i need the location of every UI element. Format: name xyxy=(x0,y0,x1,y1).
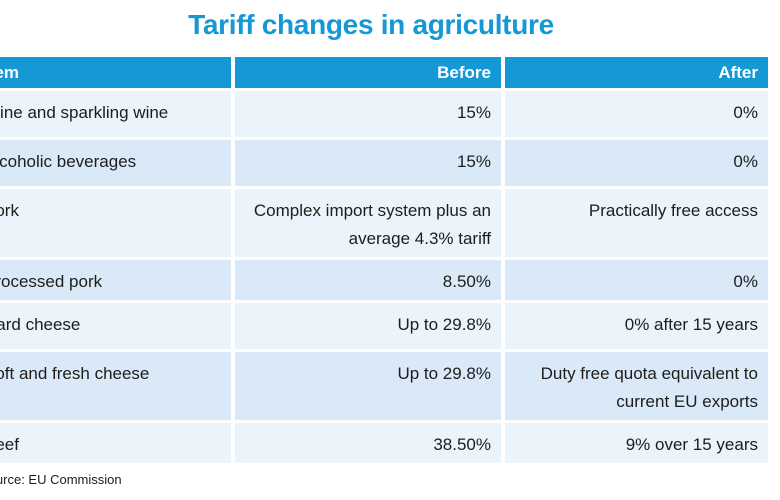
table-row: Soft and fresh cheese Up to 29.8% Duty f… xyxy=(0,352,768,420)
item-cell: Alcoholic beverages xyxy=(0,140,231,186)
item-cell: Soft and fresh cheese xyxy=(0,352,231,420)
column-header-item: Item xyxy=(0,57,231,88)
after-cell: 0% after 15 years xyxy=(505,303,768,349)
table-row: Hard cheese Up to 29.8% 0% after 15 year… xyxy=(0,303,768,349)
before-cell: 8.50% xyxy=(235,260,501,300)
table-sheet: Tariff changes in agriculture Item Befor… xyxy=(0,9,772,487)
before-cell: Up to 29.8% xyxy=(235,352,501,420)
before-cell: 15% xyxy=(235,140,501,186)
table-row: Wine and sparkling wine 15% 0% xyxy=(0,91,768,137)
tariff-table: Item Before After Wine and sparkling win… xyxy=(0,54,772,466)
item-cell: Hard cheese xyxy=(0,303,231,349)
after-cell: 0% xyxy=(505,260,768,300)
column-header-before: Before xyxy=(235,57,501,88)
table-row: Alcoholic beverages 15% 0% xyxy=(0,140,768,186)
after-cell: Practically free access xyxy=(505,189,768,257)
column-header-after: After xyxy=(505,57,768,88)
table-header-row: Item Before After xyxy=(0,57,768,88)
table-row: Pork Complex import system plus an avera… xyxy=(0,189,768,257)
table-row: Processed pork 8.50% 0% xyxy=(0,260,768,300)
before-cell: Up to 29.8% xyxy=(235,303,501,349)
after-cell: Duty free quota equivalent to current EU… xyxy=(505,352,768,420)
source-note: Source: EU Commission xyxy=(0,472,122,487)
item-cell: Processed pork xyxy=(0,260,231,300)
item-cell: Wine and sparkling wine xyxy=(0,91,231,137)
before-cell: Complex import system plus an average 4.… xyxy=(235,189,501,257)
after-cell: 0% xyxy=(505,140,768,186)
item-cell: Beef xyxy=(0,423,231,463)
page-title: Tariff changes in agriculture xyxy=(188,9,554,40)
after-cell: 9% over 15 years xyxy=(505,423,768,463)
before-cell: 15% xyxy=(235,91,501,137)
after-cell: 0% xyxy=(505,91,768,137)
table-row: Beef 38.50% 9% over 15 years xyxy=(0,423,768,463)
item-cell: Pork xyxy=(0,189,231,257)
before-cell: 38.50% xyxy=(235,423,501,463)
